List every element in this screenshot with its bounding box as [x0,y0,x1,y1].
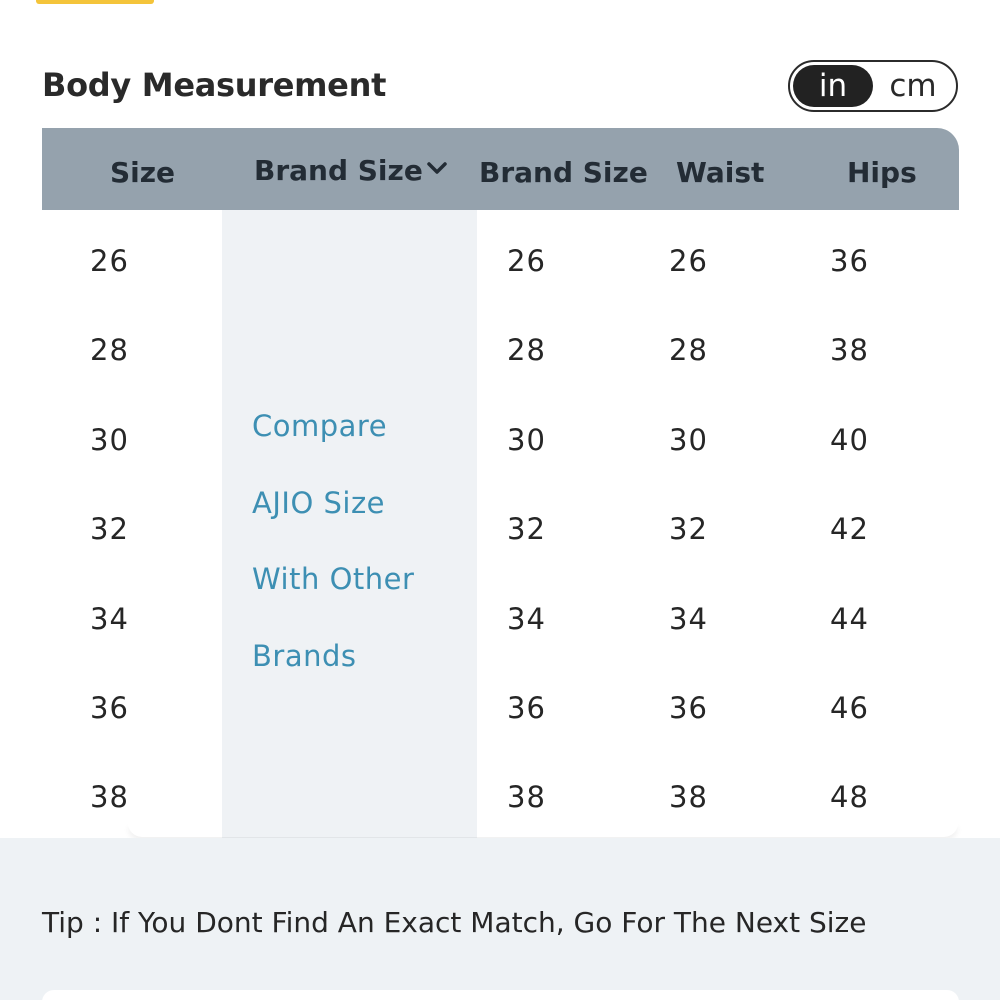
active-tab-indicator [36,0,154,4]
cell-hips: 36 [830,244,869,278]
cell-brand-size: 38 [507,780,546,814]
header-brand-size-dropdown[interactable]: Brand Size [254,154,447,187]
table-header: Size Brand Size Brand Size Waist Hips [42,128,959,210]
compare-line: Brands [252,638,357,673]
cell-waist: 38 [669,780,708,814]
header-hips: Hips [847,156,917,189]
chevron-down-icon [427,162,447,174]
header-size: Size [110,156,176,189]
cell-brand-size: 36 [507,691,546,725]
cell-hips: 42 [830,512,869,546]
cell-hips: 38 [830,333,869,367]
compare-line: AJIO Size [252,485,386,520]
cell-size: 28 [90,333,129,367]
cell-waist: 34 [669,602,708,636]
cell-size: 36 [90,691,129,725]
table-bottom-edge [128,823,958,837]
header-brand-size: Brand Size [479,156,648,189]
table-row: 34 34 34 44 [0,574,1000,663]
cell-waist: 30 [669,423,708,457]
header-brand-size-dropdown-label: Brand Size [254,154,423,187]
tip-text: Tip : If You Dont Find An Exact Match, G… [42,906,867,939]
cell-brand-size: 32 [507,512,546,546]
header-waist: Waist [676,156,765,189]
compare-line: With Other [252,562,415,596]
cell-waist: 28 [669,333,708,367]
next-card-edge [42,990,959,1000]
table-row: 26 26 26 36 [0,216,1000,305]
table-row: 28 28 28 38 [0,305,1000,394]
compare-line: Compare [252,409,388,443]
cell-hips: 40 [830,423,869,457]
unit-option-cm[interactable]: cm [889,68,937,104]
cell-hips: 44 [830,602,869,636]
table-row: 30 30 30 40 [0,395,1000,484]
unit-toggle[interactable]: in cm [788,60,958,112]
cell-waist: 32 [669,512,708,546]
cell-brand-size: 28 [507,333,546,367]
cell-brand-size: 26 [507,244,546,278]
table-row: 32 32 32 42 [0,484,1000,573]
cell-size: 34 [90,602,129,636]
cell-hips: 48 [830,780,869,814]
table-row: 38 38 38 48 [0,752,1000,841]
compare-brands-link[interactable]: Compare AJIO Size With Other Brands [252,388,472,694]
cell-size: 38 [90,780,129,814]
table-row: 36 36 36 46 [0,663,1000,752]
cell-waist: 26 [669,244,708,278]
cell-brand-size: 30 [507,423,546,457]
cell-hips: 46 [830,691,869,725]
cell-size: 30 [90,423,129,457]
section-title: Body Measurement [42,66,387,104]
cell-size: 26 [90,244,129,278]
cell-size: 32 [90,512,129,546]
unit-option-in[interactable]: in [793,65,873,107]
tip-panel: Tip : If You Dont Find An Exact Match, G… [0,838,1000,1000]
cell-waist: 36 [669,691,708,725]
cell-brand-size: 34 [507,602,546,636]
compare-brands-column[interactable] [222,210,477,838]
